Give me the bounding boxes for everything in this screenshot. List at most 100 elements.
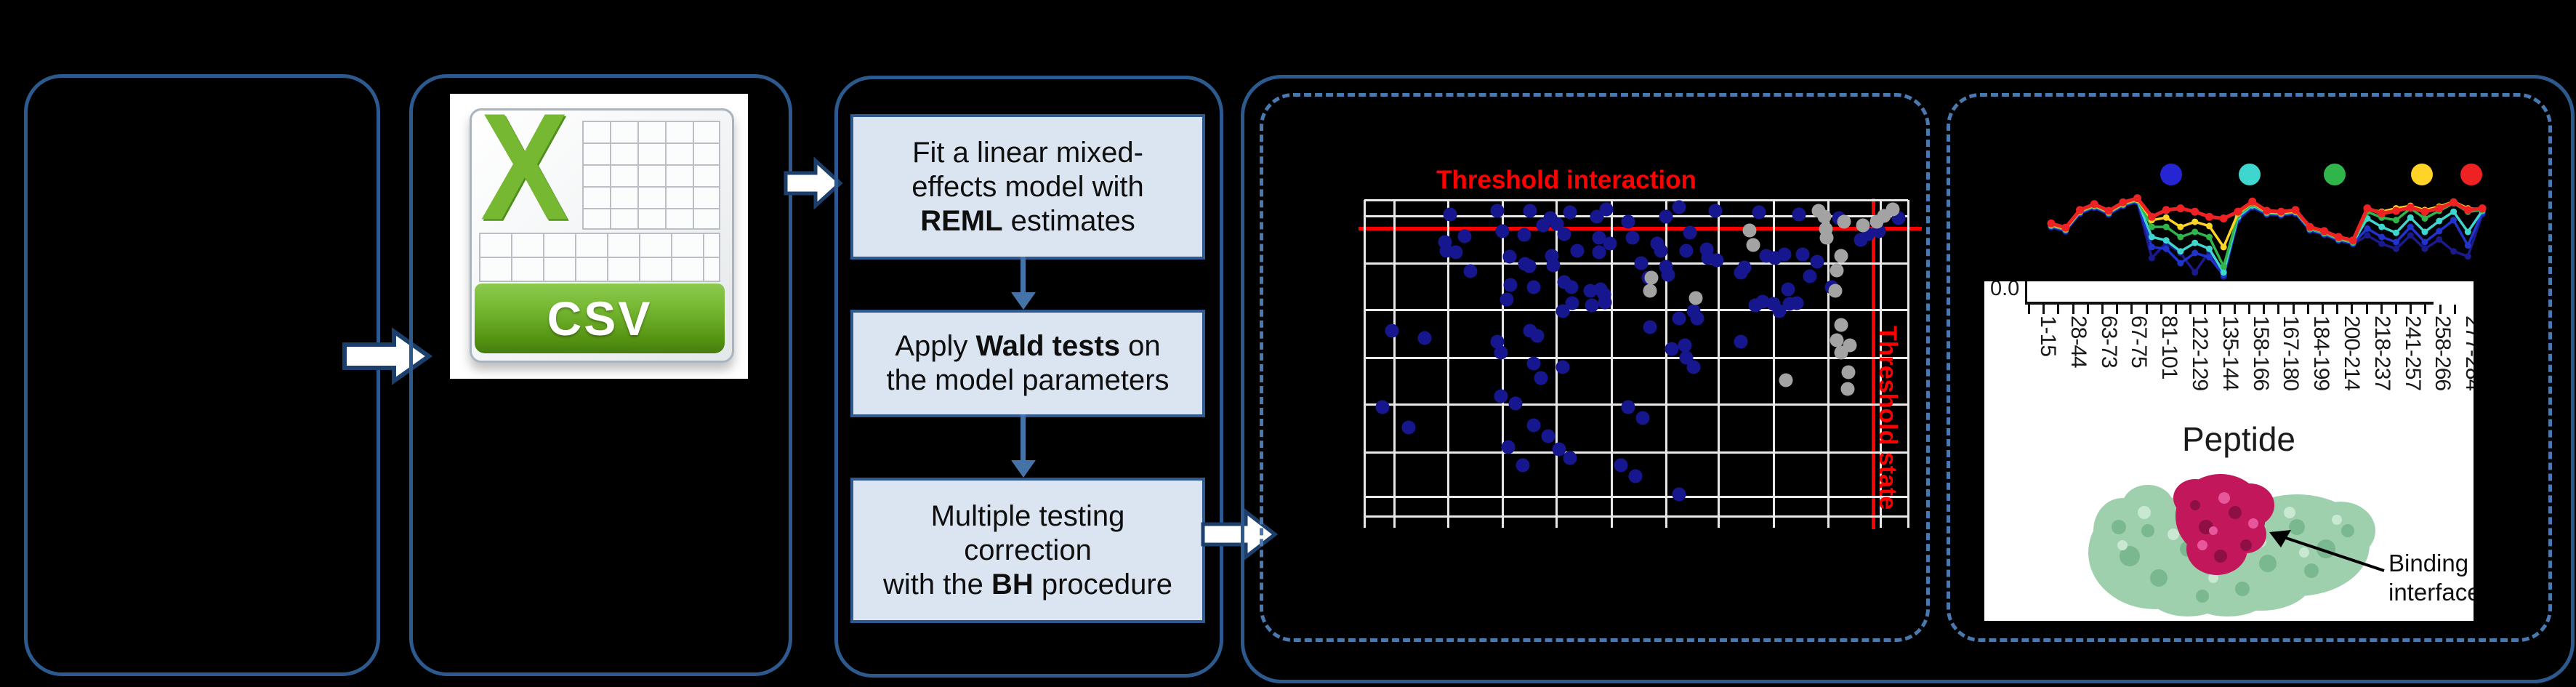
uptake-data-point: [2177, 260, 2184, 267]
uptake-data-point: [2133, 194, 2142, 203]
uptake-data-point: [2277, 207, 2285, 216]
uptake-data-point: [2162, 245, 2170, 252]
scatter-point: [1494, 345, 1508, 360]
step-fit-model: Fit a linear mixed-effects model with REM…: [850, 114, 1205, 260]
uptake-data-point: [2162, 214, 2170, 221]
scatter-point: [1463, 264, 1478, 278]
threshold-state-label: Threshold state: [1874, 326, 1901, 510]
x-axis-tick: [2263, 305, 2266, 314]
x-axis-tick: [2292, 305, 2295, 314]
scatter-point: [1792, 207, 1806, 222]
legend-dot-icon: [2324, 164, 2346, 185]
uptake-data-point: [2393, 238, 2399, 246]
scatter-point: [1614, 458, 1628, 473]
x-axis-tick: [2028, 305, 2030, 314]
scatter-point: [1643, 284, 1657, 298]
uptake-data-point: [2191, 218, 2199, 225]
uptake-data-point: [2176, 204, 2185, 213]
scatter-point: [1563, 451, 1577, 465]
x-axis-tick: [2306, 305, 2309, 314]
uptake-data-point: [2407, 214, 2414, 221]
axis-tick: [1446, 516, 1449, 528]
x-axis-tick: [2395, 305, 2397, 314]
uptake-data-point: [2463, 206, 2472, 214]
down-connector: [1021, 414, 1026, 461]
legend-dot-icon: [2460, 164, 2482, 185]
uptake-data-point: [2407, 232, 2414, 239]
uptake-data-point: [2148, 223, 2155, 230]
x-axis-tick: [2145, 305, 2148, 314]
scatter-point: [1634, 256, 1649, 270]
threshold-interaction-line: [1359, 227, 1922, 230]
uptake-data-point: [2364, 232, 2371, 239]
uptake-data-point: [2334, 233, 2343, 241]
scatter-point: [1516, 458, 1530, 473]
uptake-data-point: [2320, 227, 2329, 236]
uptake-data-point: [2220, 244, 2227, 251]
peptide-axis-and-protein: 0.0 1-15 28-44 63-73 67-75 81-101 122-129 135-…: [1984, 281, 2474, 621]
scatter-point: [1752, 205, 1766, 220]
uptake-data-point: [2464, 242, 2471, 249]
scatter-point: [1830, 333, 1844, 347]
scatter-point: [1522, 259, 1537, 273]
scatter-point: [1834, 249, 1848, 263]
scatter-point: [1570, 244, 1585, 258]
x-axis-line: [2025, 302, 2434, 305]
x-axis-tick: [2248, 305, 2250, 314]
uptake-data-point: [2219, 214, 2228, 222]
x-axis-tick: [2453, 305, 2456, 314]
scatter-point: [1500, 292, 1514, 307]
panel-csv-input: [409, 74, 792, 676]
uptake-data-point: [2420, 207, 2429, 216]
scatter-point: [1603, 236, 1617, 251]
x-axis-tick: [2086, 305, 2089, 314]
uptake-data-point: [2306, 222, 2314, 231]
scatter-point: [1494, 389, 1508, 403]
binding-interface-arrow: [2274, 533, 2385, 572]
scatter-point: [1659, 209, 1673, 224]
scatter-point: [1526, 418, 1541, 433]
uptake-data-point: [2206, 233, 2213, 241]
scatter-point: [1810, 254, 1824, 269]
axis-tick: [1363, 516, 1366, 528]
axis-tick: [1555, 516, 1558, 528]
peptide-tick-label: 258-266: [2431, 316, 2455, 391]
uptake-data-point: [2206, 222, 2213, 230]
scatter-point: [1563, 205, 1577, 220]
scatter-point: [1541, 429, 1555, 443]
uptake-data-point: [2393, 217, 2399, 224]
spreadsheet-grid-icon: [479, 233, 720, 282]
peptide-tick-label: 277-284: [2461, 316, 2474, 391]
uptake-data-point: [2205, 212, 2213, 221]
x-axis-tick: [2204, 305, 2207, 314]
axis-tick: [1610, 516, 1613, 528]
scatter-point: [1665, 342, 1679, 356]
scatter-point: [1710, 253, 1724, 268]
x-axis-tick: [2101, 305, 2104, 314]
grid-line: [1364, 214, 1908, 217]
uptake-data-point: [2406, 203, 2415, 212]
threshold-interaction-label: Threshold interaction: [1436, 166, 1696, 194]
uptake-data-point: [2421, 215, 2428, 222]
subpanel-volcano: [1260, 93, 1930, 642]
scatter-point: [1417, 331, 1432, 345]
uptake-data-point: [2206, 245, 2213, 252]
x-axis-tick: [2218, 305, 2221, 314]
scatter-point: [1672, 200, 1686, 214]
uptake-data-point: [2464, 253, 2471, 260]
scatter-point: [1501, 440, 1516, 454]
scatter-point: [1546, 258, 1561, 273]
scatter-point: [1841, 365, 1856, 379]
grid-line: [1364, 515, 1908, 518]
scatter-point: [1625, 230, 1640, 245]
scatter-point: [1830, 263, 1844, 278]
axis-tick: [1718, 516, 1720, 528]
scatter-point: [1817, 209, 1832, 224]
x-axis-tick: [2160, 305, 2162, 314]
scatter-point: [1598, 295, 1612, 310]
x-axis-title: Peptide: [2181, 420, 2295, 458]
uptake-data-point: [2263, 206, 2271, 215]
uptake-data-point: [2291, 206, 2300, 214]
x-axis-tick: [2410, 305, 2412, 314]
